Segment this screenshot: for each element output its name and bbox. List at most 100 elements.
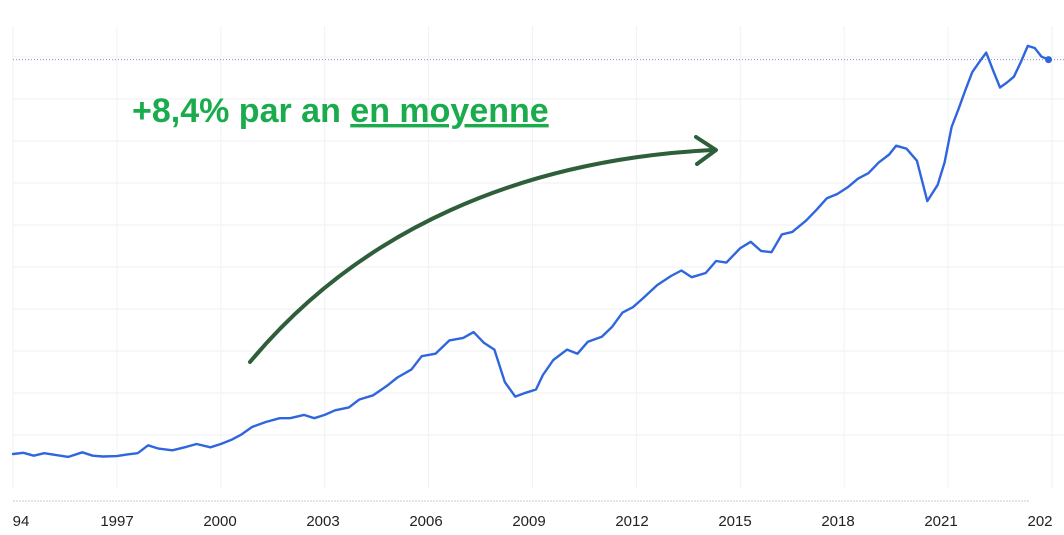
series-line bbox=[11, 44, 1050, 459]
series-point bbox=[348, 406, 350, 408]
series-point bbox=[552, 359, 554, 361]
series-point bbox=[587, 341, 589, 343]
series-point bbox=[781, 233, 783, 235]
series-point bbox=[54, 454, 56, 456]
x-tick-label: 2015 bbox=[718, 513, 751, 530]
series-point bbox=[448, 339, 450, 341]
series-point bbox=[1027, 45, 1029, 47]
series-point bbox=[1034, 47, 1036, 49]
series-point bbox=[847, 186, 849, 188]
x-tick-label: 202 bbox=[1027, 513, 1052, 530]
series-point bbox=[958, 108, 960, 110]
series-point bbox=[535, 389, 537, 391]
series-point bbox=[916, 160, 918, 162]
series-point bbox=[251, 426, 253, 428]
series-point bbox=[680, 270, 682, 272]
series-point bbox=[656, 284, 658, 286]
series-point bbox=[985, 52, 987, 54]
series-point bbox=[725, 262, 727, 264]
series-point bbox=[992, 69, 994, 71]
series-point bbox=[230, 439, 232, 441]
series-point bbox=[1041, 56, 1043, 58]
series-point bbox=[622, 312, 624, 314]
series-point bbox=[185, 446, 187, 448]
series-point bbox=[1006, 82, 1008, 84]
series-point bbox=[739, 247, 741, 249]
series-point bbox=[493, 349, 495, 351]
series-point bbox=[102, 456, 104, 458]
series-point bbox=[209, 446, 211, 448]
series-point bbox=[483, 342, 485, 344]
series-point bbox=[895, 145, 897, 147]
series-point bbox=[410, 369, 412, 371]
series-point bbox=[826, 197, 828, 199]
series-point bbox=[542, 374, 544, 376]
series-point bbox=[791, 231, 793, 233]
series-point bbox=[386, 385, 388, 387]
series-point bbox=[324, 414, 326, 416]
series-point bbox=[514, 396, 516, 398]
series-point bbox=[691, 276, 693, 278]
x-tick-label: 2012 bbox=[615, 513, 648, 530]
x-tick-label: 2003 bbox=[306, 513, 339, 530]
x-tick-label: 2009 bbox=[512, 513, 545, 530]
annotation-underlined: en moyenne bbox=[350, 92, 548, 130]
series-point bbox=[137, 452, 139, 454]
series-point bbox=[116, 455, 118, 457]
series-point bbox=[313, 417, 315, 419]
series-point bbox=[926, 200, 928, 202]
x-tick-label: 2006 bbox=[409, 513, 442, 530]
annotation-text: +8,4% par an en moyenne bbox=[132, 92, 549, 130]
series-point bbox=[999, 87, 1001, 89]
series-point bbox=[462, 337, 464, 339]
series-end-marker bbox=[1045, 56, 1052, 64]
series-point bbox=[715, 260, 717, 262]
series-point bbox=[705, 272, 707, 274]
series-point bbox=[805, 220, 807, 222]
series-point bbox=[906, 148, 908, 150]
series-point bbox=[611, 326, 613, 328]
series-point bbox=[126, 453, 128, 455]
series-point bbox=[303, 414, 305, 416]
series-point bbox=[158, 448, 160, 450]
series-point bbox=[421, 355, 423, 357]
series-point bbox=[760, 250, 762, 252]
series-point bbox=[750, 241, 752, 243]
series-point bbox=[265, 421, 267, 423]
series-point bbox=[241, 433, 243, 435]
series-point bbox=[964, 89, 966, 91]
series-point bbox=[525, 392, 527, 394]
series-point bbox=[836, 193, 838, 195]
series-point bbox=[971, 71, 973, 73]
series-point bbox=[1020, 61, 1022, 63]
x-tick-labels: 94 1997 2000 2003 2006 2009 2012 2015 2018 2021 20… bbox=[13, 513, 1053, 530]
grid-lines bbox=[12, 26, 1064, 488]
x-tick-label: 2021 bbox=[924, 513, 957, 530]
series-point bbox=[358, 399, 360, 401]
growth-arrow-head bbox=[694, 135, 718, 166]
x-tick-label: 2018 bbox=[821, 513, 854, 530]
x-tick-label: 2000 bbox=[203, 513, 236, 530]
series-point bbox=[857, 178, 859, 180]
series-point bbox=[878, 161, 880, 163]
annotation-prefix: +8,4% par an bbox=[132, 92, 350, 130]
series-point bbox=[888, 154, 890, 156]
series-point bbox=[566, 349, 568, 351]
series-point bbox=[577, 353, 579, 355]
series-point bbox=[334, 409, 336, 411]
series-point bbox=[473, 331, 475, 333]
series-point bbox=[632, 306, 634, 308]
series-point bbox=[944, 161, 946, 163]
x-tick-label: 1997 bbox=[100, 513, 133, 530]
series-point bbox=[81, 451, 83, 453]
series-point bbox=[435, 353, 437, 355]
growth-arrow bbox=[248, 148, 714, 364]
series-point bbox=[1013, 76, 1015, 78]
series-point bbox=[816, 209, 818, 211]
series-point bbox=[951, 126, 953, 128]
series-point bbox=[289, 417, 291, 419]
series-point bbox=[771, 251, 773, 253]
series-point bbox=[67, 456, 69, 458]
x-tick-label: 94 bbox=[13, 513, 30, 530]
